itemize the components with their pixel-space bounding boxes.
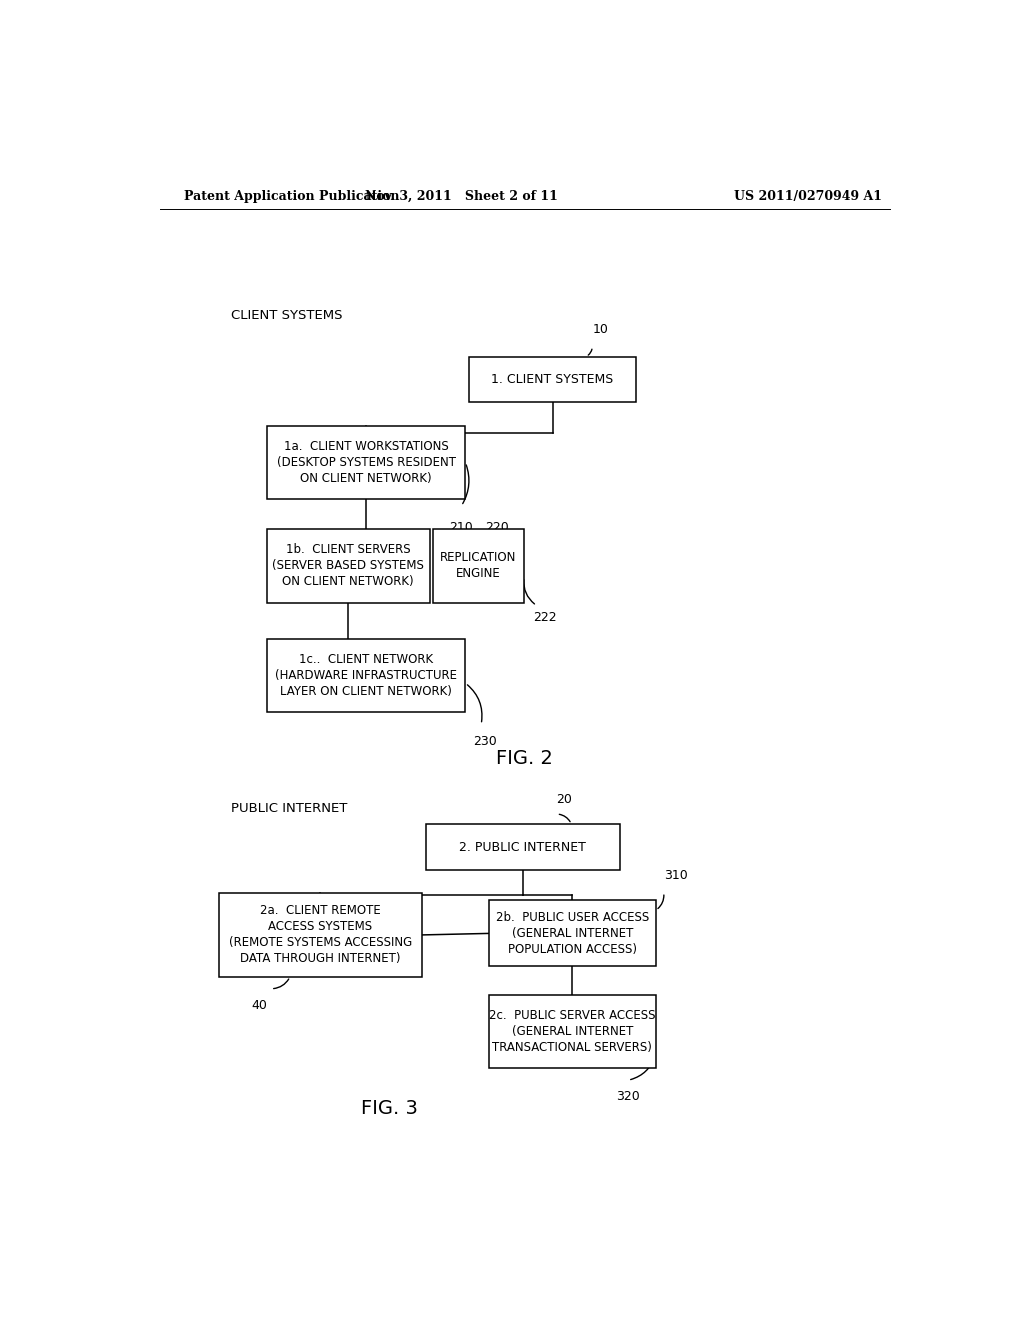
Text: 2a.  CLIENT REMOTE
ACCESS SYSTEMS
(REMOTE SYSTEMS ACCESSING
DATA THROUGH INTERNE: 2a. CLIENT REMOTE ACCESS SYSTEMS (REMOTE… [228,904,412,965]
Text: 210: 210 [450,521,473,535]
Bar [433,529,524,602]
Bar [219,894,422,977]
Text: 220: 220 [485,521,509,535]
Bar [489,900,655,966]
Text: 2c.  PUBLIC SERVER ACCESS
(GENERAL INTERNET
TRANSACTIONAL SERVERS): 2c. PUBLIC SERVER ACCESS (GENERAL INTERN… [489,1008,655,1053]
Bar [469,356,636,403]
Text: PUBLIC INTERNET: PUBLIC INTERNET [231,803,347,816]
Bar [426,824,621,870]
Text: 20: 20 [557,793,572,805]
Text: CLIENT SYSTEMS: CLIENT SYSTEMS [231,309,343,322]
Text: 222: 222 [532,611,556,623]
Bar [267,529,430,602]
Bar [489,995,655,1068]
Text: 310: 310 [664,869,687,882]
Bar [267,426,465,499]
Text: 2b.  PUBLIC USER ACCESS
(GENERAL INTERNET
POPULATION ACCESS): 2b. PUBLIC USER ACCESS (GENERAL INTERNET… [496,911,649,956]
Text: Nov. 3, 2011   Sheet 2 of 11: Nov. 3, 2011 Sheet 2 of 11 [365,190,558,202]
Text: FIG. 3: FIG. 3 [361,1100,419,1118]
Text: 1c..  CLIENT NETWORK
(HARDWARE INFRASTRUCTURE
LAYER ON CLIENT NETWORK): 1c.. CLIENT NETWORK (HARDWARE INFRASTRUC… [275,653,457,698]
Text: 1. CLIENT SYSTEMS: 1. CLIENT SYSTEMS [492,374,613,385]
Text: 1a.  CLIENT WORKSTATIONS
(DESKTOP SYSTEMS RESIDENT
ON CLIENT NETWORK): 1a. CLIENT WORKSTATIONS (DESKTOP SYSTEMS… [276,440,456,484]
Text: 10: 10 [592,323,608,337]
Text: FIG. 2: FIG. 2 [497,748,553,767]
Bar [267,639,465,713]
Text: Patent Application Publication: Patent Application Publication [183,190,399,202]
Text: REPLICATION
ENGINE: REPLICATION ENGINE [440,552,516,581]
Text: 40: 40 [251,999,267,1012]
Text: 2. PUBLIC INTERNET: 2. PUBLIC INTERNET [460,841,587,854]
Text: 1b.  CLIENT SERVERS
(SERVER BASED SYSTEMS
ON CLIENT NETWORK): 1b. CLIENT SERVERS (SERVER BASED SYSTEMS… [272,544,424,589]
Text: 320: 320 [616,1090,640,1104]
Text: 230: 230 [473,735,497,747]
Text: US 2011/0270949 A1: US 2011/0270949 A1 [734,190,882,202]
